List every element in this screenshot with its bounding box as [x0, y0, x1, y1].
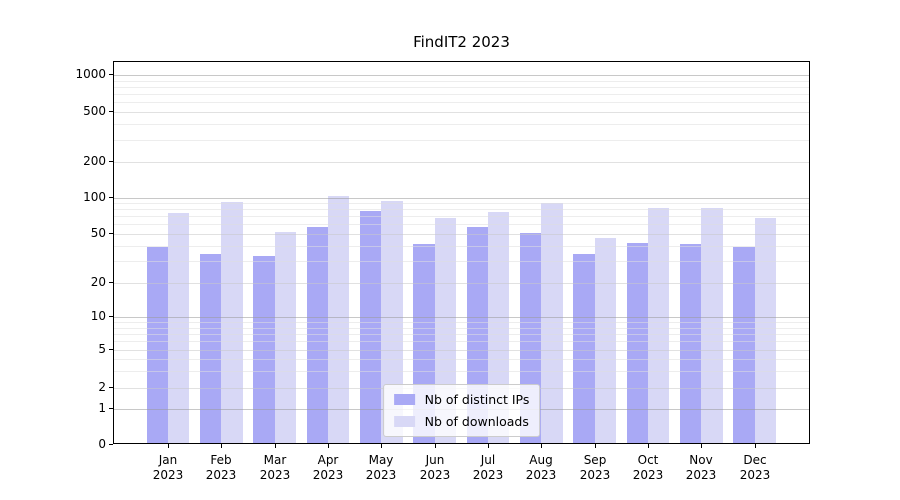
- gridline: [114, 341, 809, 342]
- y-tick-mark: [109, 408, 113, 409]
- y-tick-label: 500: [83, 104, 106, 118]
- x-tick-label: Dec 2023: [739, 453, 771, 482]
- x-tick-mark: [435, 444, 436, 448]
- grid-layer: [114, 62, 809, 443]
- gridline: [114, 234, 809, 235]
- x-tick-label: Jan 2023: [152, 453, 184, 482]
- x-tick-mark: [381, 444, 382, 448]
- bar-distinct-ips: [146, 246, 168, 443]
- gridline: [114, 140, 809, 141]
- y-tick-label: 20: [90, 275, 106, 289]
- x-tick-mark: [275, 444, 276, 448]
- y-tick-mark: [109, 282, 113, 283]
- y-tick-label: 100: [83, 190, 106, 204]
- y-tick-label: 10: [90, 309, 106, 323]
- x-tick-mark: [701, 444, 702, 448]
- gridline: [114, 198, 809, 199]
- y-tick-mark: [109, 387, 113, 388]
- x-tick-label: Feb 2023: [205, 453, 237, 482]
- gridline: [114, 371, 809, 372]
- chart-title: FindIT2 2023: [413, 33, 510, 51]
- plot-area: Nb of distinct IPs Nb of downloads: [113, 61, 810, 444]
- gridline: [114, 334, 809, 335]
- gridline: [114, 203, 809, 204]
- gridline: [114, 94, 809, 95]
- x-tick-label: Nov 2023: [685, 453, 717, 482]
- y-tick-mark: [109, 111, 113, 112]
- bar-downloads: [647, 207, 670, 443]
- legend-swatch-distinct-ips: [393, 394, 415, 405]
- y-tick-label: 1000: [75, 67, 106, 81]
- y-tick-mark: [109, 233, 113, 234]
- gridline: [114, 75, 809, 76]
- gridline: [114, 87, 809, 88]
- x-tick-mark: [541, 444, 542, 448]
- bar-distinct-ips: [679, 243, 702, 443]
- x-tick-mark: [488, 444, 489, 448]
- x-tick-mark: [221, 444, 222, 448]
- bar-downloads: [754, 218, 777, 443]
- y-tick-mark: [109, 74, 113, 75]
- y-tick-mark: [109, 349, 113, 350]
- y-tick-label: 50: [90, 226, 106, 240]
- gridline: [114, 328, 809, 329]
- legend-item-downloads: Nb of downloads: [393, 413, 530, 430]
- gridline: [114, 224, 809, 225]
- y-tick-mark: [109, 197, 113, 198]
- x-tick-mark: [648, 444, 649, 448]
- x-tick-label: Sep 2023: [579, 453, 611, 482]
- bar-downloads: [274, 232, 297, 443]
- y-tick-label: 5: [98, 342, 106, 356]
- x-tick-mark: [755, 444, 756, 448]
- x-tick-label: Oct 2023: [632, 453, 664, 482]
- gridline: [114, 261, 809, 262]
- gridline: [114, 359, 809, 360]
- bar-distinct-ips: [253, 255, 275, 443]
- bar-distinct-ips: [359, 210, 382, 443]
- gridline: [114, 246, 809, 247]
- y-tick-label: 1: [98, 401, 106, 415]
- x-tick-label: Mar 2023: [259, 453, 291, 482]
- gridline: [114, 112, 809, 113]
- bar-downloads: [327, 195, 350, 443]
- bar-distinct-ips: [199, 254, 222, 443]
- x-tick-label: Jul 2023: [472, 453, 504, 482]
- y-tick-mark: [109, 316, 113, 317]
- y-tick-label: 2: [98, 380, 106, 394]
- gridline: [114, 317, 809, 318]
- y-tick-mark: [109, 444, 113, 445]
- bar-downloads: [701, 207, 723, 443]
- x-tick-label: Apr 2023: [312, 453, 344, 482]
- legend-swatch-downloads: [393, 416, 415, 427]
- legend-label-downloads: Nb of downloads: [424, 414, 529, 429]
- bar-distinct-ips: [573, 254, 595, 443]
- gridline: [114, 350, 809, 351]
- bar-downloads: [168, 212, 190, 443]
- y-tick-label: 200: [83, 154, 106, 168]
- gridline: [114, 216, 809, 217]
- x-tick-mark: [328, 444, 329, 448]
- legend-item-distinct-ips: Nb of distinct IPs: [393, 391, 530, 408]
- gridline: [114, 283, 809, 284]
- bar-distinct-ips: [626, 242, 648, 443]
- x-tick-label: Jun 2023: [419, 453, 451, 482]
- x-tick-label: Aug 2023: [525, 453, 557, 482]
- bar-distinct-ips: [733, 246, 755, 443]
- gridline: [114, 322, 809, 323]
- gridline: [114, 209, 809, 210]
- gridline: [114, 102, 809, 103]
- gridline: [114, 162, 809, 163]
- gridline: [114, 124, 809, 125]
- x-tick-mark: [168, 444, 169, 448]
- legend: Nb of distinct IPs Nb of downloads: [382, 384, 541, 437]
- x-tick-mark: [595, 444, 596, 448]
- bar-downloads: [594, 237, 617, 443]
- y-tick-label: 0: [98, 437, 106, 451]
- legend-label-distinct-ips: Nb of distinct IPs: [424, 392, 530, 407]
- y-tick-mark: [109, 161, 113, 162]
- x-tick-label: May 2023: [365, 453, 397, 482]
- gridline: [114, 81, 809, 82]
